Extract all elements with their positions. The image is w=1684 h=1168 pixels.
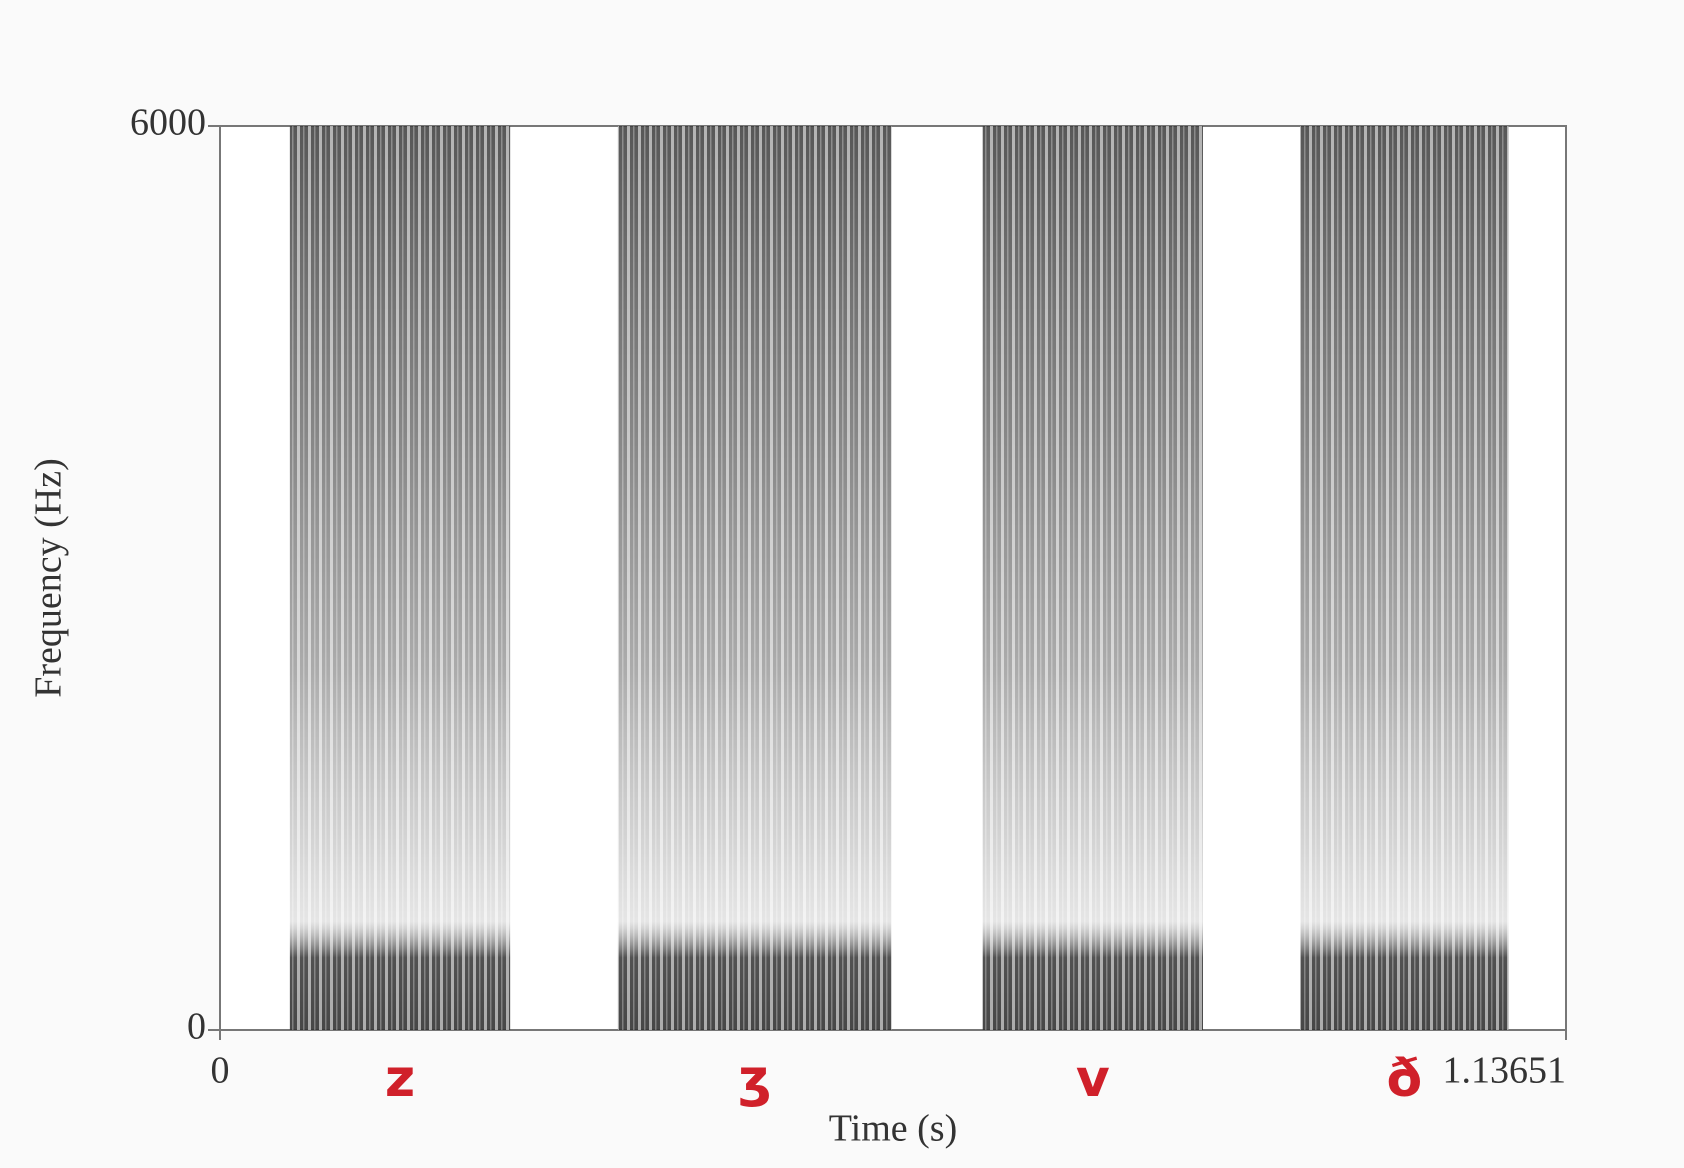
glottal-striations [1300,126,1509,1030]
x-tick-label: 1.13651 [1443,1050,1567,1092]
glottal-striations [289,126,511,1030]
segment-label: z [385,1049,415,1109]
y-axis-label: Frequency (Hz) [28,458,70,698]
x-axis-label: Time (s) [829,1108,957,1150]
y-tick-label: 0 [187,1006,206,1048]
y-tick-label: 6000 [130,102,206,144]
glottal-striations [617,126,892,1030]
x-tick-label: 0 [211,1050,230,1092]
glottal-striations [982,126,1203,1030]
segment-label: ð [1386,1049,1422,1109]
segment-label: v [1076,1049,1110,1109]
segment-label: ʒ [738,1049,771,1109]
